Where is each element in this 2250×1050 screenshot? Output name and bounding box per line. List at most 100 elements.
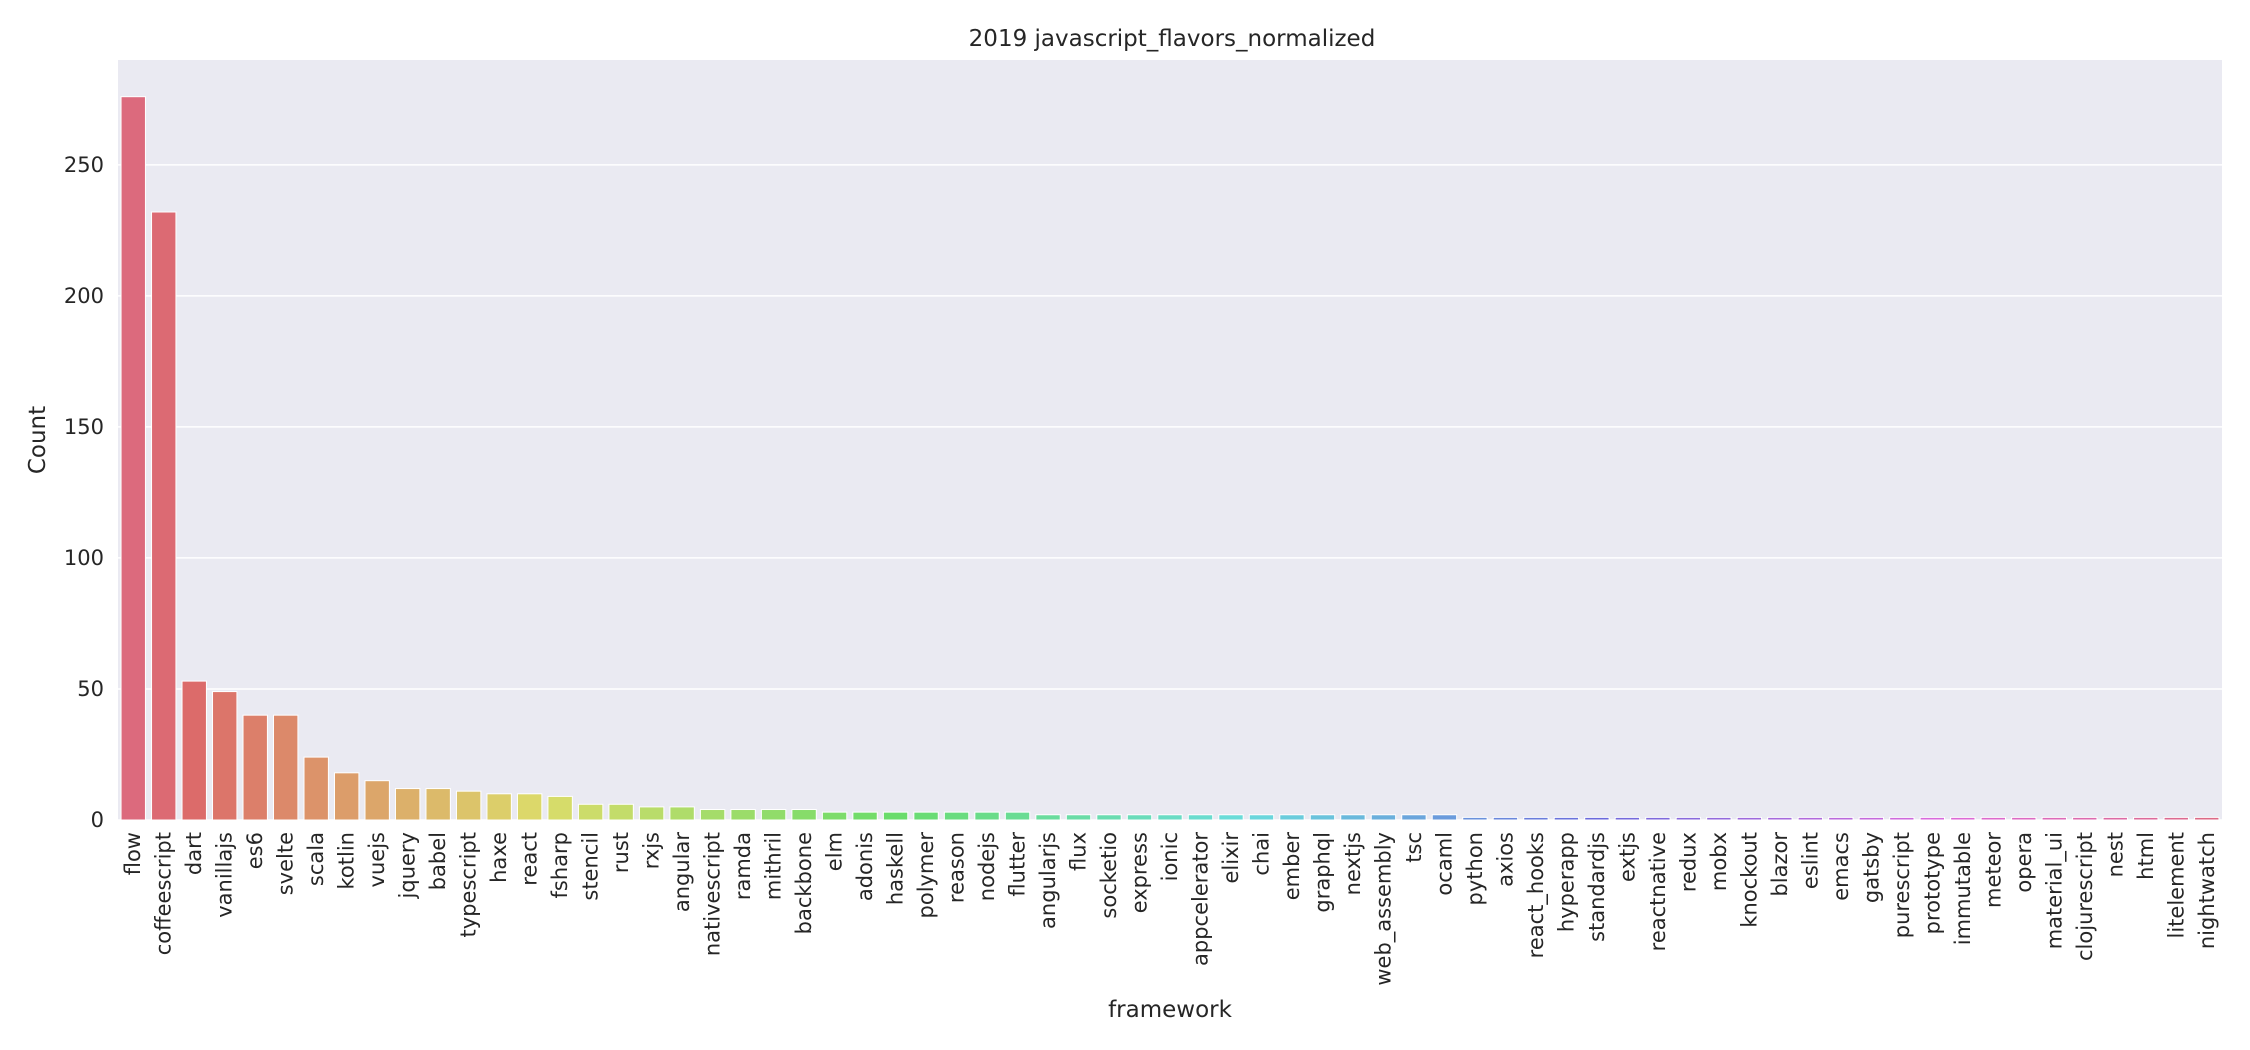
bar-emacs xyxy=(1828,816,1854,821)
x-tick-label: python xyxy=(1463,832,1487,905)
bar-elixir xyxy=(1218,814,1244,821)
bar-meteor xyxy=(1980,816,2007,821)
bar-web_assembly xyxy=(1370,814,1397,821)
bar-standardjs xyxy=(1584,816,1610,821)
bar-gatsby xyxy=(1858,816,1885,821)
x-tick-label: flux xyxy=(1067,832,1091,871)
x-tick-label: chai xyxy=(1249,832,1273,876)
x-tick-label: angular xyxy=(670,832,694,913)
x-tick-label: ocaml xyxy=(1432,832,1456,896)
x-tick-label: nightwatch xyxy=(2195,832,2219,949)
x-tick-label: haxe xyxy=(487,832,511,883)
bar-nightwatch xyxy=(2194,816,2220,821)
x-tick-label: socketio xyxy=(1097,832,1121,919)
x-tick-label: vanillajs xyxy=(213,832,237,918)
bar-tsc xyxy=(1401,814,1427,821)
x-tick-label: dart xyxy=(182,832,206,875)
x-tick-label: nextjs xyxy=(1341,832,1365,895)
x-tick-label: tsc xyxy=(1402,832,1426,863)
x-tick-label: ember xyxy=(1280,832,1304,901)
x-tick-label: stencil xyxy=(579,832,603,901)
bar-clojurescript xyxy=(2072,816,2098,821)
x-tick-label: kotlin xyxy=(335,832,359,889)
x-tick-label: fsharp xyxy=(548,832,572,898)
bar-purescript xyxy=(1889,816,1915,821)
y-tick-label: 0 xyxy=(91,808,104,832)
x-tick-label: elixir xyxy=(1219,832,1243,884)
x-tick-label: ramda xyxy=(731,832,755,900)
bar-fsharp xyxy=(547,795,573,821)
x-tick-label: ionic xyxy=(1158,832,1182,881)
x-tick-label: emacs xyxy=(1829,832,1853,901)
x-tick-label: knockout xyxy=(1737,832,1761,928)
x-tick-label: rxjs xyxy=(640,832,664,869)
bars xyxy=(120,96,2220,821)
bar-polymer xyxy=(913,811,939,821)
x-tick-label: rust xyxy=(609,832,633,873)
x-tick-label: es6 xyxy=(243,832,267,869)
y-tick-label: 150 xyxy=(64,415,104,439)
bar-socketio xyxy=(1096,814,1122,821)
x-tick-label: eslint xyxy=(1798,832,1822,889)
x-tick-label: babel xyxy=(426,832,450,890)
bar-backbone xyxy=(791,809,817,821)
x-tick-label: litelement xyxy=(2164,832,2188,939)
x-tick-label: typescript xyxy=(457,832,481,937)
bar-prototype xyxy=(1919,816,1946,821)
y-axis-ticks: 0 50 100 150 200 250 xyxy=(64,153,104,832)
x-tick-label: nest xyxy=(2103,832,2127,877)
bar-blazor xyxy=(1767,816,1793,821)
bar-haskell xyxy=(882,811,909,821)
bar-svelte xyxy=(273,714,299,821)
x-tick-label: hyperapp xyxy=(1554,832,1578,932)
x-tick-label: material_ui xyxy=(2042,832,2067,949)
x-tick-label: svelte xyxy=(274,832,298,895)
bar-es6 xyxy=(242,714,268,821)
bar-react xyxy=(516,793,543,821)
x-axis-title: framework xyxy=(1108,997,1233,1023)
x-tick-label: redux xyxy=(1676,832,1700,892)
bar-angular xyxy=(669,806,695,821)
bar-axios xyxy=(1492,816,1519,821)
bar-flux xyxy=(1065,814,1092,821)
bar-opera xyxy=(2011,816,2037,821)
bar-kotlin xyxy=(333,772,360,821)
x-tick-label: jquery xyxy=(396,832,420,899)
x-tick-label: opera xyxy=(2012,832,2036,893)
x-tick-label: flutter xyxy=(1006,832,1030,897)
bar-litelement xyxy=(2163,816,2189,821)
bar-nodejs xyxy=(974,811,1000,821)
bar-haxe xyxy=(486,793,512,821)
x-tick-label: reactnative xyxy=(1646,832,1670,951)
bar-mithril xyxy=(760,809,787,821)
bar-ocaml xyxy=(1431,814,1458,821)
bar-stencil xyxy=(577,803,604,821)
x-axis-ticks: flow coffeescript dart vanillajs es6 svelte sc… xyxy=(121,832,2219,986)
bar-redux xyxy=(1675,816,1702,821)
bar-express xyxy=(1126,814,1153,821)
x-tick-label: meteor xyxy=(1981,832,2005,908)
x-tick-label: nodejs xyxy=(975,832,999,901)
x-tick-label: purescript xyxy=(1890,832,1914,938)
bar-react_hooks xyxy=(1523,816,1549,821)
x-tick-label: axios xyxy=(1493,832,1517,887)
x-tick-label: appcelerator xyxy=(1188,832,1212,966)
bar-ionic xyxy=(1157,814,1183,821)
bar-vuejs xyxy=(364,780,390,821)
chart-title: 2019 javascript_flavors_normalized xyxy=(969,26,1376,52)
bar-hyperapp xyxy=(1553,816,1580,821)
x-tick-label: polymer xyxy=(914,832,938,919)
x-tick-label: html xyxy=(2134,832,2158,880)
x-tick-label: coffeescript xyxy=(152,832,176,955)
bar-html xyxy=(2133,816,2159,821)
x-tick-label: blazor xyxy=(1768,832,1792,897)
x-tick-label: extjs xyxy=(1615,832,1639,882)
x-tick-label: clojurescript xyxy=(2073,832,2097,961)
bar-chai xyxy=(1248,814,1275,821)
bar-scala xyxy=(303,756,329,821)
bar-nest xyxy=(2102,816,2128,821)
bar-nativescript xyxy=(699,809,726,821)
bar-typescript xyxy=(455,790,482,821)
